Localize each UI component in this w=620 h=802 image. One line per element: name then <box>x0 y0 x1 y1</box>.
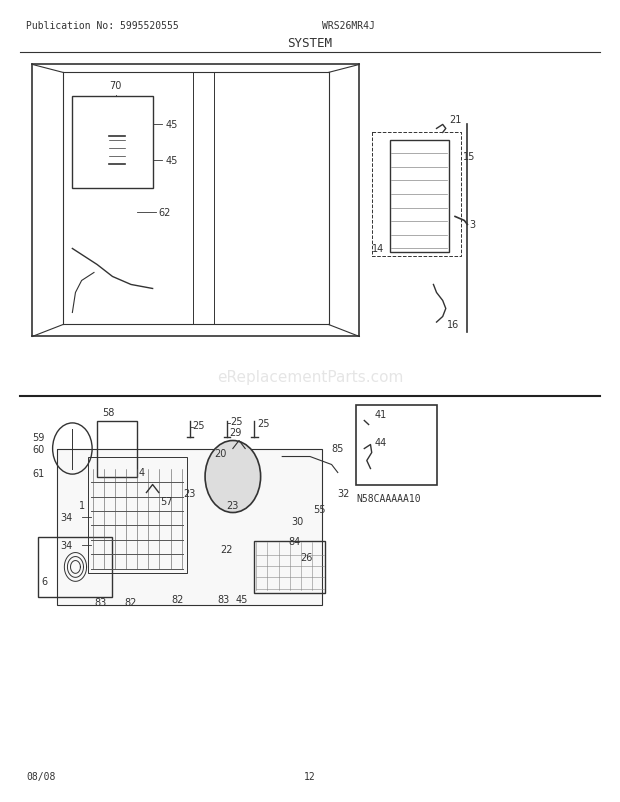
Text: 3: 3 <box>469 221 476 230</box>
Text: 14: 14 <box>372 244 384 254</box>
Text: 4: 4 <box>138 467 144 477</box>
Text: SYSTEM: SYSTEM <box>288 38 332 51</box>
Text: 59: 59 <box>32 432 45 442</box>
Bar <box>97 421 137 477</box>
Text: WRS26MR4J: WRS26MR4J <box>322 22 375 31</box>
Text: 55: 55 <box>313 504 326 514</box>
Text: 45: 45 <box>236 594 248 605</box>
Bar <box>73 97 153 189</box>
Text: 44: 44 <box>375 437 387 447</box>
Text: 26: 26 <box>301 552 313 562</box>
Text: 82: 82 <box>125 597 137 607</box>
Text: 32: 32 <box>338 488 350 498</box>
Text: 83: 83 <box>94 597 106 607</box>
Text: 6: 6 <box>42 576 48 585</box>
Text: 25: 25 <box>193 420 205 430</box>
Text: 83: 83 <box>218 594 230 605</box>
Circle shape <box>205 441 260 513</box>
Text: 25: 25 <box>230 416 242 426</box>
Text: 84: 84 <box>288 536 301 546</box>
Text: N58CAAAAA10: N58CAAAAA10 <box>356 493 421 503</box>
Text: 12: 12 <box>304 771 316 780</box>
Text: 08/08: 08/08 <box>26 771 55 780</box>
Bar <box>57 449 322 605</box>
Text: 60: 60 <box>32 444 45 454</box>
Text: 85: 85 <box>332 443 344 453</box>
Text: 15: 15 <box>463 152 476 162</box>
Text: 21: 21 <box>449 115 461 124</box>
Text: 22: 22 <box>221 544 233 554</box>
Text: 16: 16 <box>447 320 459 330</box>
Text: 25: 25 <box>257 419 270 428</box>
Text: 61: 61 <box>32 468 45 478</box>
Text: 41: 41 <box>375 409 387 419</box>
Bar <box>356 405 436 485</box>
Bar <box>38 537 112 597</box>
Text: 58: 58 <box>102 407 114 417</box>
Text: 82: 82 <box>171 594 184 605</box>
Text: eReplacementParts.com: eReplacementParts.com <box>217 370 403 384</box>
Text: 57: 57 <box>160 496 172 506</box>
Text: 34: 34 <box>60 512 73 522</box>
Text: 45: 45 <box>166 156 178 166</box>
Bar <box>390 141 449 253</box>
Text: 20: 20 <box>215 448 227 458</box>
Text: 23: 23 <box>227 500 239 510</box>
Text: 30: 30 <box>291 516 304 526</box>
Bar <box>88 457 187 573</box>
Text: 1: 1 <box>79 500 85 510</box>
Text: 29: 29 <box>230 427 242 437</box>
Text: 34: 34 <box>60 540 73 550</box>
Text: 45: 45 <box>166 120 178 130</box>
Text: 62: 62 <box>159 209 171 218</box>
Text: Publication No: 5995520555: Publication No: 5995520555 <box>26 22 179 31</box>
Text: 70: 70 <box>109 81 122 91</box>
Text: 23: 23 <box>184 488 196 498</box>
Bar <box>254 541 326 593</box>
